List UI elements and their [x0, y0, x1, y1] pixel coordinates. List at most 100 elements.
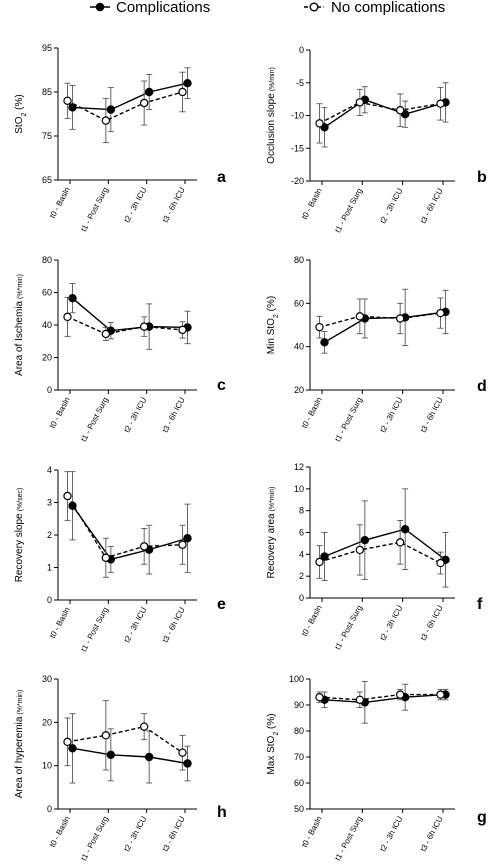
point-no-complications	[139, 322, 149, 331]
y-tick-label: -20	[291, 176, 304, 186]
series-line-complications	[71, 505, 188, 561]
x-tick-label: t0 - Basln	[300, 396, 324, 430]
point-complications	[68, 103, 77, 112]
x-tick-label: t1 - Post Surg	[79, 606, 110, 653]
x-tick-label: t0 - Basln	[48, 606, 72, 640]
y-tick-label: 0	[299, 45, 304, 55]
point-complications	[183, 759, 192, 768]
x-tick-label: t1 - Post Surg	[79, 396, 110, 443]
point-no-complications	[63, 491, 72, 501]
point-no-complications	[436, 690, 445, 699]
panel-letter: a	[217, 169, 226, 186]
point-complications	[183, 534, 192, 543]
series-line-complications	[72, 82, 188, 111]
y-tick-label: 95	[42, 43, 52, 53]
y-tick-label: 1	[47, 563, 52, 573]
point-no-complications	[355, 695, 365, 705]
point-no-complications	[101, 329, 111, 339]
panel-c: 0 20 40 60 80 t0 - Basln t1 - Post Surg t2 - 3h…	[14, 255, 226, 443]
point-complications	[400, 525, 410, 534]
series-line-no-complications	[67, 725, 183, 754]
y-tick-label: 2	[47, 530, 52, 540]
series-line-complications	[72, 747, 188, 765]
point-no-complications	[101, 116, 111, 125]
point-no-complications	[395, 106, 405, 115]
point-no-complications	[139, 722, 149, 731]
y-tick-label: -5	[296, 78, 304, 88]
x-tick-label: t2 - 3h ICU	[122, 186, 148, 225]
y-axis-title: Area of Ischemia (%*min)	[14, 274, 25, 376]
y-axis-title: Min StO2 (%)	[266, 296, 280, 354]
x-tick-label: t1 - Post Surg	[79, 815, 110, 862]
point-complications	[320, 552, 329, 561]
panel-letter: c	[217, 377, 226, 394]
point-no-complications	[178, 87, 187, 97]
point-no-complications	[178, 748, 187, 757]
y-tick-label: 30	[42, 674, 52, 684]
point-no-complications	[101, 731, 111, 740]
legend-complications-marker	[95, 2, 105, 12]
y-tick-label: 10	[42, 761, 52, 771]
y-tick-label: 60	[294, 298, 304, 308]
x-tick-label: t3 - 6h ICU	[419, 604, 445, 643]
point-no-complications	[101, 553, 111, 562]
x-tick-label: t2 - 3h ICU	[378, 187, 404, 226]
x-tick-label: t3 - 6h ICU	[161, 815, 187, 854]
panel-g: 50 60 70 80 90 100 t0 - Basln t1 - Post Surg t2 …	[266, 674, 487, 862]
y-tick-label: 60	[42, 288, 52, 298]
point-complications	[144, 752, 154, 762]
panel-letter: e	[217, 596, 226, 613]
point-no-complications	[395, 538, 405, 547]
series-line-complications	[324, 311, 446, 343]
y-tick-label: 70	[294, 752, 304, 762]
panel-letter: f	[477, 596, 483, 613]
point-no-complications	[63, 312, 72, 322]
point-no-complications	[355, 98, 365, 107]
y-tick-label: 20	[42, 717, 52, 727]
point-no-complications	[436, 308, 445, 318]
point-no-complications	[315, 322, 324, 332]
y-axis-title: Occlusion slope (%/min)	[266, 67, 277, 164]
point-no-complications	[436, 99, 445, 108]
y-axis-title: StO2 (%)	[14, 94, 28, 133]
x-tick-label: t3 - 6h ICU	[419, 187, 445, 226]
y-tick-label: 0	[47, 804, 52, 814]
point-complications	[106, 750, 116, 760]
series-line-no-complications	[319, 101, 441, 124]
y-tick-label: 75	[42, 131, 52, 141]
y-tick-label: 0	[299, 593, 304, 603]
x-tick-label: t0 - Basln	[300, 187, 324, 221]
panels: 65 75 85 95 t0 - Basln t1 - Post Surg t2 - 3h …	[14, 43, 487, 862]
panel-letter: h	[217, 804, 227, 821]
x-tick-label: t3 - 6h ICU	[161, 606, 187, 645]
series-line-no-complications	[66, 495, 183, 559]
y-tick-label: 2	[299, 571, 304, 581]
y-tick-label: 4	[47, 465, 52, 475]
series-line-complications	[324, 99, 446, 128]
series-line-complications	[324, 693, 446, 704]
y-tick-label: 80	[294, 255, 304, 265]
panel-a: 65 75 85 95 t0 - Basln t1 - Post Surg t2 - 3h …	[14, 43, 226, 233]
point-no-complications	[63, 737, 72, 747]
point-complications	[68, 293, 77, 303]
y-tick-label: 3	[47, 498, 52, 508]
series-line-no-complications	[319, 312, 441, 328]
panel-e: 0 1 2 3 4 t0 - Basln t1 - Post Surg t2 - 3h ICU…	[14, 465, 226, 653]
x-tick-label: t3 - 6h ICU	[161, 396, 187, 435]
x-tick-label: t0 - Basln	[300, 604, 324, 638]
y-axis-title: Recovery area (%*min)	[266, 487, 277, 579]
point-complications	[360, 535, 370, 545]
x-tick-label: t2 - 3h ICU	[122, 606, 148, 645]
x-tick-label: t2 - 3h ICU	[378, 815, 404, 854]
y-tick-label: 80	[294, 726, 304, 736]
y-tick-label: 20	[294, 385, 304, 395]
point-no-complications	[139, 98, 149, 108]
panel-letter: b	[477, 169, 487, 186]
y-tick-label: 40	[42, 320, 52, 330]
point-complications	[68, 744, 77, 753]
y-tick-label: 8	[299, 506, 304, 516]
y-tick-label: 12	[294, 462, 304, 472]
legend-complications-label: Complications	[116, 0, 210, 16]
series-line-no-complications	[67, 316, 183, 335]
x-tick-label: t1 - Post Surg	[333, 604, 364, 651]
